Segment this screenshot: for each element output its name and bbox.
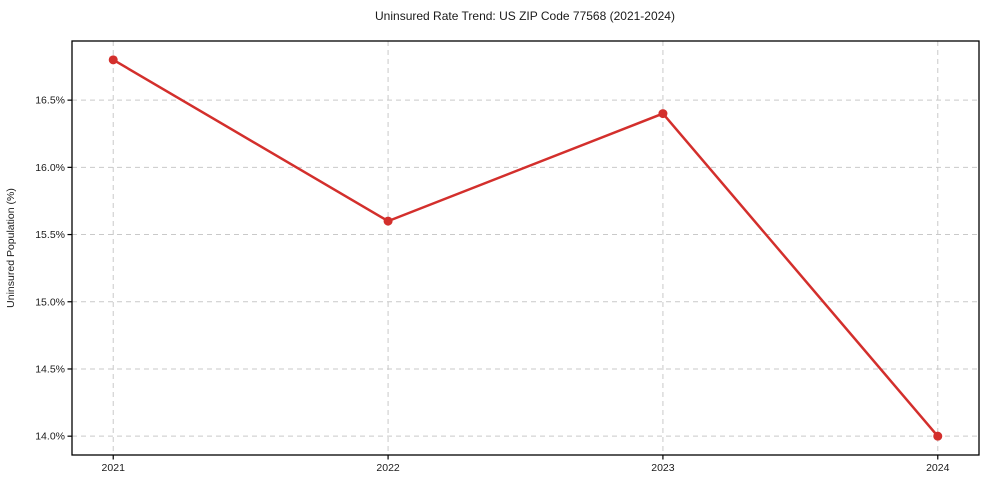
trend-line <box>111 58 940 438</box>
x-tick-label: 2024 <box>926 462 950 474</box>
gridlines <box>72 41 979 455</box>
y-tick-label: 14.0% <box>35 431 65 443</box>
y-tick-label: 14.5% <box>35 363 65 375</box>
x-tick-label: 2023 <box>651 462 675 474</box>
data-point-marker <box>933 431 943 441</box>
data-point-marker <box>658 109 668 119</box>
y-tick-label: 16.0% <box>35 162 65 174</box>
x-tick-label: 2021 <box>102 462 126 474</box>
data-point-marker <box>108 55 118 65</box>
y-tick-label: 15.5% <box>35 229 65 241</box>
y-tick-label: 15.0% <box>35 296 65 308</box>
plot-border <box>71 40 980 456</box>
x-tick-label: 2022 <box>376 462 400 474</box>
trend-series <box>108 55 943 441</box>
axis-ticks <box>67 99 939 460</box>
chart-title: Uninsured Rate Trend: US ZIP Code 77568 … <box>375 9 675 23</box>
tick-labels: 2021 2022 2023 2024 14.0% 14.5% 15.0% 15.5% 16.0… <box>35 95 949 474</box>
y-tick-label: 16.5% <box>35 95 65 107</box>
y-axis-label: Uninsured Population (%) <box>5 188 17 308</box>
data-point-marker <box>383 216 393 226</box>
